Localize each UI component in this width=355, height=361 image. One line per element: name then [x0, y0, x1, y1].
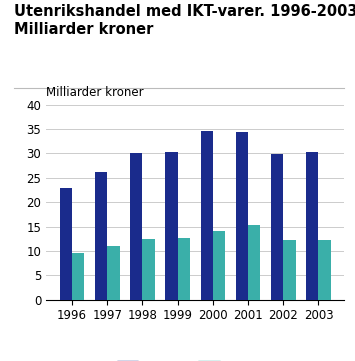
Bar	[283, 240, 296, 300]
Bar	[178, 238, 190, 300]
Bar	[130, 153, 142, 300]
Bar	[95, 172, 107, 300]
Bar	[165, 152, 178, 300]
Bar	[72, 253, 84, 300]
Bar	[213, 231, 225, 300]
Legend: Import, Eksport: Import, Eksport	[112, 356, 279, 361]
Bar	[318, 240, 331, 300]
Bar	[271, 155, 283, 300]
Bar	[107, 246, 120, 300]
Text: Utenrikshandel med IKT-varer. 1996-2003.
Milliarder kroner: Utenrikshandel med IKT-varer. 1996-2003.…	[14, 4, 355, 37]
Bar	[142, 239, 155, 300]
Bar	[201, 131, 213, 300]
Bar	[248, 225, 260, 300]
Text: Milliarder kroner: Milliarder kroner	[46, 86, 144, 99]
Bar	[236, 132, 248, 300]
Bar	[306, 152, 318, 300]
Bar	[60, 188, 72, 300]
